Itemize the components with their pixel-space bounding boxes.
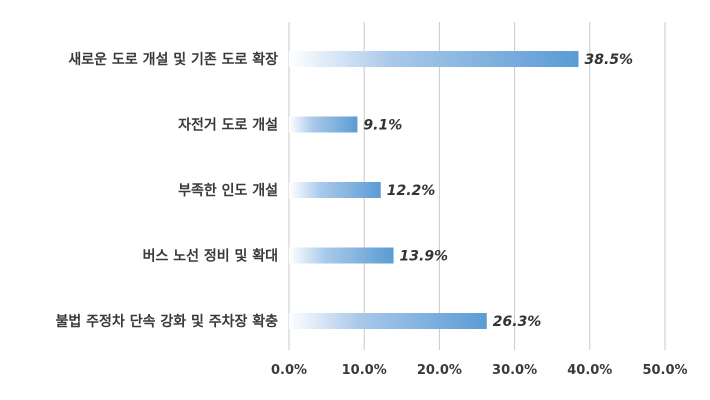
data-label: 9.1% [363, 118, 402, 134]
category-label: 부족한 인도 개설 [178, 182, 278, 199]
bars [289, 51, 579, 329]
bar [289, 247, 394, 264]
data-label: 38.5% [585, 52, 634, 68]
data-label: 13.9% [400, 249, 449, 265]
data-label: 12.2% [387, 183, 436, 199]
data-label: 26.3% [493, 314, 542, 330]
x-tick-label: 40.0% [567, 363, 612, 378]
x-tick-label: 30.0% [492, 363, 537, 378]
bar [289, 313, 487, 329]
bar [289, 116, 358, 133]
x-tick-label: 20.0% [417, 363, 462, 378]
category-label: 불법 주정차 단속 강화 및 주차장 확충 [56, 313, 279, 330]
category-label: 버스 노선 정비 및 확대 [143, 248, 278, 265]
x-tick-label: 0.0% [271, 363, 307, 378]
x-tick-label: 10.0% [342, 363, 387, 378]
grid [288, 22, 666, 350]
category-label: 자전거 도로 개설 [178, 117, 278, 134]
category-label: 새로운 도로 개설 및 기존 도로 확장 [68, 51, 278, 68]
x-tick-label: 50.0% [642, 363, 687, 378]
bar [289, 182, 381, 198]
labels: 0.0% 10.0% 20.0% 30.0% 40.0% 50.0% 새로운 도로 개설 및… [56, 51, 688, 378]
bar [289, 51, 579, 67]
